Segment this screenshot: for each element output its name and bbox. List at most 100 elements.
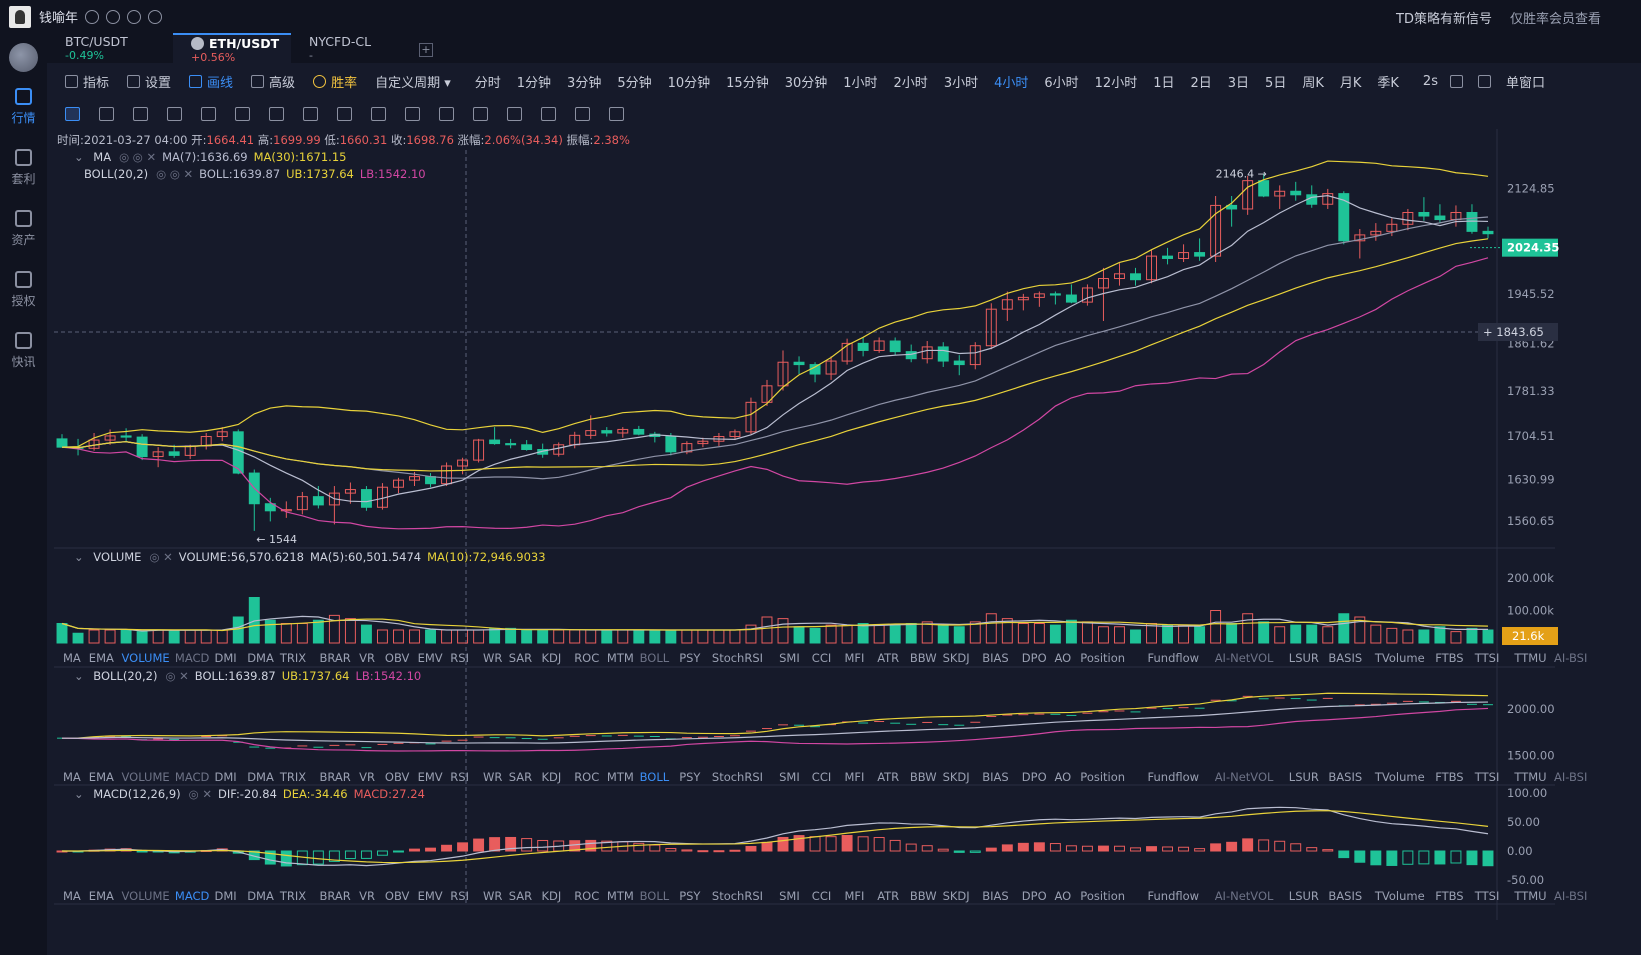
indicator-tab-wr[interactable]: WR (483, 651, 502, 665)
indicator-tab-basis[interactable]: BASIS (1328, 770, 1362, 784)
indicator-tab-boll[interactable]: BOLL (640, 889, 670, 903)
indicator-tab-bbw[interactable]: BBW (910, 770, 937, 784)
pattern-tool-icon[interactable] (473, 107, 488, 121)
indicator-tab-ttmu[interactable]: TTMU (1513, 651, 1546, 665)
timeframe-16[interactable]: 5日 (1265, 75, 1287, 91)
toolbar-button-1[interactable]: 设置 (127, 72, 171, 91)
hide-tool-icon[interactable] (371, 107, 386, 121)
indicator-tab-stochrsi[interactable]: StochRSI (712, 651, 763, 665)
expand-icon[interactable] (1477, 74, 1491, 88)
sidebar-item-2[interactable]: 资产 (0, 210, 47, 248)
indicator-tab-roc[interactable]: ROC (574, 770, 599, 784)
member-tip[interactable]: 仅胜率会员查看 (1509, 12, 1601, 27)
timeframe-5[interactable]: 15分钟 (726, 75, 769, 91)
timeframe-9[interactable]: 3小时 (943, 75, 979, 91)
indicator-tab-ttsi[interactable]: TTSI (1474, 889, 1500, 903)
text-tool-icon[interactable] (303, 107, 318, 121)
indicator-tab-smi[interactable]: SMI (779, 770, 800, 784)
timeframe-17[interactable]: 周K (1302, 75, 1324, 91)
indicator-tab-ema[interactable]: EMA (89, 770, 114, 784)
indicator-tab-boll[interactable]: BOLL (640, 770, 670, 784)
indicator-tab-lsur[interactable]: LSUR (1289, 889, 1319, 903)
indicator-tab-obv[interactable]: OBV (385, 889, 410, 903)
indicator-tab-bias[interactable]: BIAS (982, 651, 1008, 665)
shield-icon[interactable] (85, 9, 100, 24)
fib-tool-icon[interactable] (201, 107, 216, 121)
indicator-tab-ttmu[interactable]: TTMU (1513, 770, 1546, 784)
indicator-tab-basis[interactable]: BASIS (1328, 889, 1362, 903)
indicator-tab-volume[interactable]: VOLUME (122, 889, 170, 903)
indicator-tab-dmi[interactable]: DMI (215, 889, 237, 903)
indicator-tab-trix[interactable]: TRIX (279, 889, 306, 903)
indicator-tab-dpo[interactable]: DPO (1022, 770, 1047, 784)
indicator-tab-rsi[interactable]: RSI (450, 770, 469, 784)
indicator-tab-trix[interactable]: TRIX (279, 770, 306, 784)
brush-tool-icon[interactable] (439, 107, 454, 121)
indicator-tab-roc[interactable]: ROC (574, 889, 599, 903)
timeframe-18[interactable]: 月K (1339, 75, 1362, 91)
indicator-tab-mtm[interactable]: MTM (607, 889, 634, 903)
avatar[interactable] (9, 5, 31, 28)
sidebar-item-0[interactable]: 行情 (0, 88, 47, 126)
indicator-tab-ao[interactable]: AO (1055, 889, 1072, 903)
signal-notice[interactable]: TD策略有新信号 (1396, 12, 1492, 27)
main-legend-ma[interactable]: ⌄ MA ◎ ◎ ✕ MA(7):1636.69 MA(30):1671.15 (74, 150, 346, 164)
measure-tool-icon[interactable] (269, 107, 284, 121)
indicator-tab-psy[interactable]: PSY (679, 770, 701, 784)
indicator-tab-dma[interactable]: DMA (247, 889, 274, 903)
indicator-tab-dmi[interactable]: DMI (215, 651, 237, 665)
indicator-tab-ai-netvol[interactable]: AI-NetVOL (1215, 770, 1274, 784)
indicator-tab-smi[interactable]: SMI (779, 889, 800, 903)
indicator-tab-sar[interactable]: SAR (509, 651, 532, 665)
indicator-tab-ema[interactable]: EMA (89, 651, 114, 665)
indicator-tab-cci[interactable]: CCI (812, 770, 831, 784)
timeframe-6[interactable]: 30分钟 (784, 75, 828, 91)
indicator-tab-mtm[interactable]: MTM (607, 770, 634, 784)
indicator-tab-emv[interactable]: EMV (418, 770, 443, 784)
symbol-tab-1[interactable]: ETH/USDT +0.56% (173, 33, 291, 64)
indicator-tab-ma[interactable]: MA (63, 889, 81, 903)
indicator-tab-emv[interactable]: EMV (418, 651, 443, 665)
indicator-tab-ao[interactable]: AO (1055, 770, 1072, 784)
indicator-tab-ma[interactable]: MA (63, 651, 81, 665)
indicator-tab-kdj[interactable]: KDJ (542, 651, 562, 665)
indicator-tab-atr[interactable]: ATR (877, 889, 899, 903)
indicator-tab-brar[interactable]: BRAR (320, 889, 351, 903)
indicator-tab-mfi[interactable]: MFI (845, 889, 865, 903)
add-tab-button[interactable]: + (419, 43, 433, 57)
window-mode[interactable]: 单窗口 (1505, 75, 1545, 91)
volume-legend[interactable]: ⌄ VOLUME ◎ ✕ VOLUME:56,570.6218 MA(5):60,50… (74, 550, 546, 564)
refresh-interval[interactable]: 2s (1422, 73, 1438, 89)
indicator-tab-wr[interactable]: WR (483, 770, 502, 784)
channel-tool-icon[interactable] (133, 107, 148, 121)
indicator-tab-rsi[interactable]: RSI (450, 889, 469, 903)
trash-tool-icon[interactable] (609, 107, 624, 121)
toolbar-button-0[interactable]: 指标 (65, 72, 109, 91)
sidebar-item-1[interactable]: 套利 (0, 149, 47, 187)
indicator-tab-psy[interactable]: PSY (679, 889, 701, 903)
indicator-tab-ttsi[interactable]: TTSI (1474, 770, 1500, 784)
indicator-tab-mfi[interactable]: MFI (845, 651, 865, 665)
indicator-tab-volume[interactable]: VOLUME (122, 651, 170, 665)
indicator-tab-position[interactable]: Position (1080, 770, 1125, 784)
indicator-tab-lsur[interactable]: LSUR (1289, 770, 1319, 784)
indicator-tab-obv[interactable]: OBV (385, 651, 410, 665)
phone-icon[interactable] (148, 9, 163, 24)
indicator-tab-mfi[interactable]: MFI (845, 770, 865, 784)
timeframe-2[interactable]: 3分钟 (567, 75, 602, 91)
indicator-tab-atr[interactable]: ATR (877, 651, 899, 665)
indicator-tab-vr[interactable]: VR (359, 889, 375, 903)
indicator-tab-brar[interactable]: BRAR (320, 651, 351, 665)
indicator-tab-vr[interactable]: VR (359, 770, 375, 784)
indicator-tab-dmi[interactable]: DMI (215, 770, 237, 784)
indicator-tab-mtm[interactable]: MTM (607, 651, 634, 665)
timeframe-11[interactable]: 6小时 (1044, 75, 1079, 91)
indicator-tab-basis[interactable]: BASIS (1328, 651, 1362, 665)
timeframe-1[interactable]: 1分钟 (516, 75, 552, 91)
indicator-tab-tvolume[interactable]: TVolume (1374, 770, 1425, 784)
indicator-tab-kdj[interactable]: KDJ (542, 889, 562, 903)
indicator-tab-skdj[interactable]: SKDJ (943, 770, 970, 784)
indicator-tab-bias[interactable]: BIAS (982, 889, 1008, 903)
indicator-tab-stochrsi[interactable]: StochRSI (712, 770, 763, 784)
indicator-tab-bbw[interactable]: BBW (910, 889, 937, 903)
